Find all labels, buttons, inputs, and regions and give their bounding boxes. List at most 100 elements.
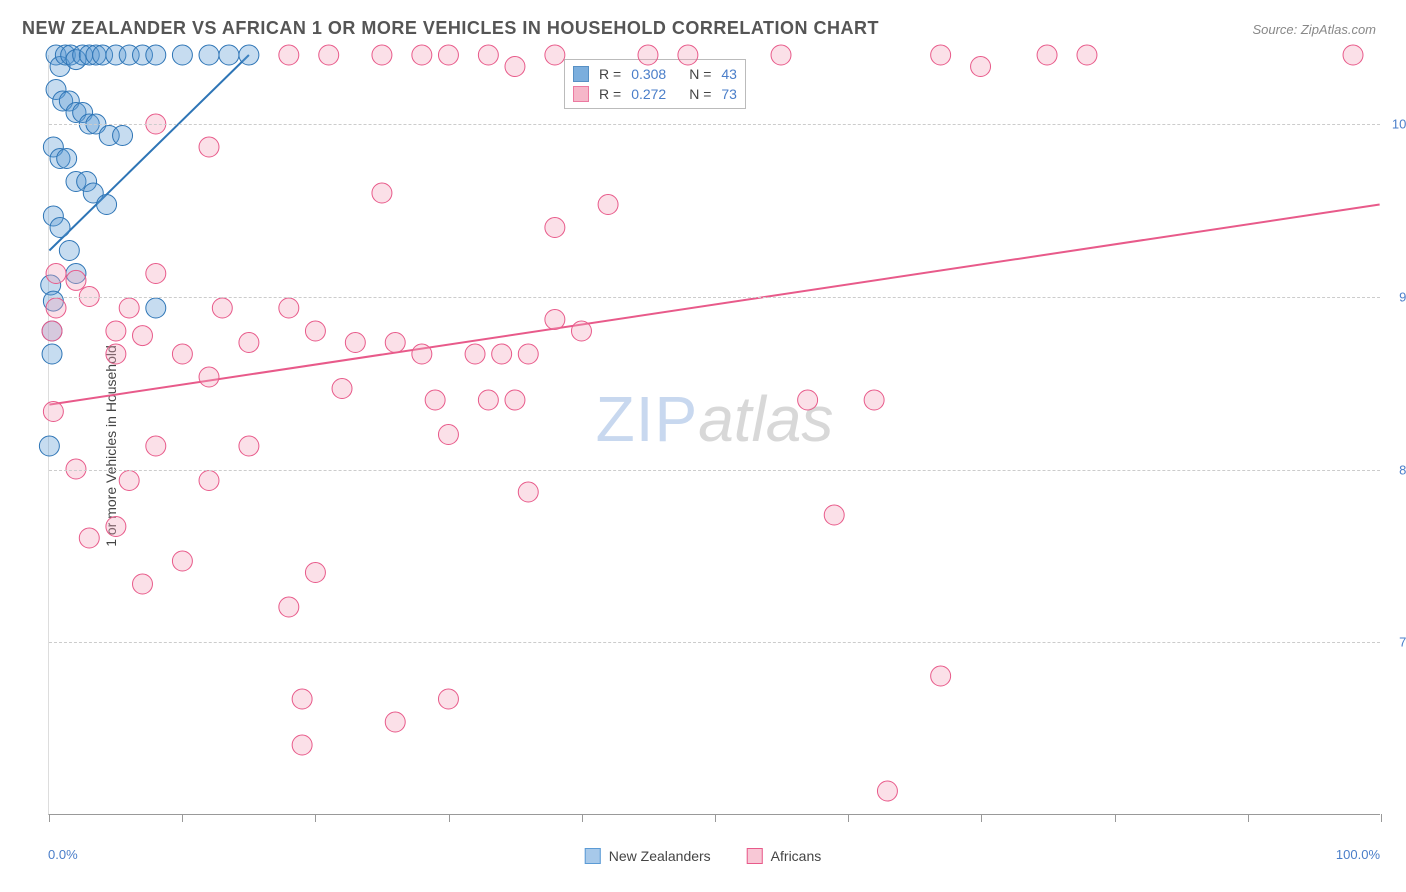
data-point bbox=[1037, 45, 1057, 65]
data-point bbox=[79, 528, 99, 548]
data-point bbox=[372, 183, 392, 203]
data-point bbox=[239, 436, 259, 456]
data-point bbox=[1343, 45, 1363, 65]
data-point bbox=[305, 321, 325, 341]
data-point bbox=[59, 241, 79, 261]
x-tick bbox=[582, 814, 583, 822]
data-point bbox=[97, 195, 117, 215]
legend-swatch bbox=[747, 848, 763, 864]
plot-area: ZIPatlas R = 0.308 N = 43 R = 0.272 N = … bbox=[48, 55, 1380, 815]
data-point bbox=[146, 298, 166, 318]
data-point bbox=[239, 333, 259, 353]
data-point bbox=[199, 471, 219, 491]
data-point bbox=[931, 45, 951, 65]
x-tick bbox=[715, 814, 716, 822]
data-point bbox=[345, 333, 365, 353]
data-point bbox=[545, 218, 565, 238]
data-point bbox=[518, 482, 538, 502]
y-tick-label: 92.5% bbox=[1386, 289, 1406, 304]
data-point bbox=[518, 344, 538, 364]
data-point bbox=[279, 45, 299, 65]
data-point bbox=[678, 45, 698, 65]
data-point bbox=[39, 436, 59, 456]
x-axis-max-label: 100.0% bbox=[1336, 847, 1380, 862]
data-point bbox=[212, 298, 232, 318]
data-point bbox=[877, 781, 897, 801]
data-point bbox=[931, 666, 951, 686]
y-tick-label: 77.5% bbox=[1386, 635, 1406, 650]
data-point bbox=[638, 45, 658, 65]
data-point bbox=[279, 597, 299, 617]
data-point bbox=[239, 45, 259, 65]
data-point bbox=[971, 57, 991, 77]
legend-label: New Zealanders bbox=[609, 848, 711, 864]
data-point bbox=[305, 563, 325, 583]
data-point bbox=[46, 298, 66, 318]
data-point bbox=[598, 195, 618, 215]
data-point bbox=[42, 321, 62, 341]
data-point bbox=[319, 45, 339, 65]
regression-line bbox=[49, 205, 1379, 405]
data-point bbox=[492, 344, 512, 364]
data-point bbox=[50, 218, 70, 238]
data-point bbox=[106, 517, 126, 537]
x-axis-min-label: 0.0% bbox=[48, 847, 78, 862]
x-tick bbox=[182, 814, 183, 822]
data-point bbox=[199, 137, 219, 157]
data-point bbox=[292, 735, 312, 755]
y-tick-label: 100.0% bbox=[1386, 117, 1406, 132]
data-point bbox=[505, 390, 525, 410]
data-point bbox=[106, 321, 126, 341]
x-tick bbox=[1115, 814, 1116, 822]
data-point bbox=[438, 45, 458, 65]
data-point bbox=[571, 321, 591, 341]
data-point bbox=[1077, 45, 1097, 65]
gridline bbox=[49, 470, 1380, 471]
data-point bbox=[66, 270, 86, 290]
data-point bbox=[385, 333, 405, 353]
data-point bbox=[172, 45, 192, 65]
data-point bbox=[279, 298, 299, 318]
scatter-svg bbox=[49, 55, 1380, 814]
data-point bbox=[172, 344, 192, 364]
data-point bbox=[146, 45, 166, 65]
data-point bbox=[133, 574, 153, 594]
data-point bbox=[385, 712, 405, 732]
legend-label: Africans bbox=[771, 848, 822, 864]
data-point bbox=[172, 551, 192, 571]
x-tick bbox=[315, 814, 316, 822]
gridline bbox=[49, 297, 1380, 298]
data-point bbox=[57, 149, 77, 169]
gridline bbox=[49, 642, 1380, 643]
data-point bbox=[505, 57, 525, 77]
data-point bbox=[42, 344, 62, 364]
x-tick bbox=[1381, 814, 1382, 822]
data-point bbox=[219, 45, 239, 65]
data-point bbox=[133, 326, 153, 346]
data-point bbox=[106, 344, 126, 364]
legend-item: Africans bbox=[747, 848, 822, 864]
data-point bbox=[545, 310, 565, 330]
x-tick bbox=[449, 814, 450, 822]
data-point bbox=[113, 126, 133, 146]
data-point bbox=[438, 425, 458, 445]
chart-title: NEW ZEALANDER VS AFRICAN 1 OR MORE VEHIC… bbox=[22, 18, 879, 39]
data-point bbox=[824, 505, 844, 525]
data-point bbox=[119, 298, 139, 318]
legend-item: New Zealanders bbox=[585, 848, 711, 864]
legend-swatch bbox=[585, 848, 601, 864]
data-point bbox=[438, 689, 458, 709]
regression-line bbox=[49, 55, 249, 251]
data-point bbox=[864, 390, 884, 410]
bottom-legend: New Zealanders Africans bbox=[585, 848, 822, 864]
data-point bbox=[292, 689, 312, 709]
data-point bbox=[412, 344, 432, 364]
data-point bbox=[465, 344, 485, 364]
source-attribution: Source: ZipAtlas.com bbox=[1252, 22, 1376, 37]
data-point bbox=[46, 264, 66, 284]
data-point bbox=[199, 45, 219, 65]
data-point bbox=[43, 402, 63, 422]
data-point bbox=[199, 367, 219, 387]
data-point bbox=[412, 45, 432, 65]
x-tick bbox=[1248, 814, 1249, 822]
